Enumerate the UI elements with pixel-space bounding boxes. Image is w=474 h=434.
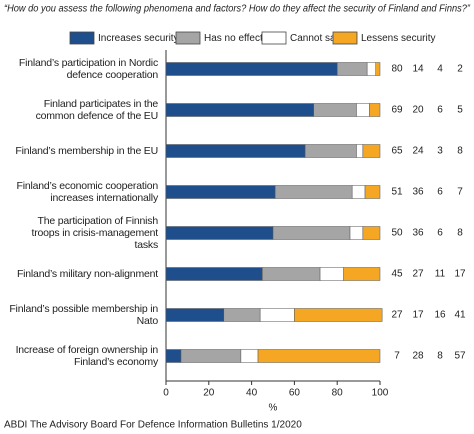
bar-segment [259,308,295,322]
value-label: 41 [454,310,466,321]
category-label: Finland’s economic cooperation increases… [16,180,159,204]
category-label: Finland’s possible membership in Nato [9,303,158,327]
bar-segment [165,349,182,363]
bar-segment [165,267,263,281]
bar-segment [165,308,225,322]
legend-label: Increases security [98,33,179,44]
value-label: 80 [391,64,403,75]
legend-label: Lessens security [361,33,435,44]
value-label: 65 [391,146,403,157]
value-label: 3 [437,146,443,157]
bar-segment [366,62,376,76]
x-tick-label: 20 [203,388,215,399]
value-label: 6 [437,228,443,239]
x-axis-label: % [269,403,278,414]
value-label: 36 [412,228,424,239]
legend-label: Has no effect [204,33,263,44]
legend-swatch [175,31,201,45]
bar-segment [262,267,321,281]
value-label: 50 [391,228,403,239]
bar-segment [272,226,351,240]
value-label: 27 [391,310,403,321]
bar-segment [375,62,381,76]
value-label: 20 [412,105,424,116]
value-label: 69 [391,105,403,116]
value-label: 6 [437,187,443,198]
bar-segment [294,308,383,322]
chart-title: “How do you assess the following phenome… [4,4,471,15]
bar-segment [257,349,381,363]
value-label: 17 [412,310,424,321]
value-label: 5 [457,105,463,116]
bar-segment [165,144,306,158]
value-label: 45 [391,269,403,280]
category-label: Finland’s military non-alignment [16,268,158,280]
bar-segment [364,185,381,199]
category-label: Finland’s membership in the EU [15,145,158,157]
bar-segment [351,185,366,199]
bar-segment [304,144,357,158]
value-label: 11 [435,269,446,280]
x-tick-label: 0 [163,388,169,399]
bar-segment [343,267,381,281]
value-label: 28 [412,351,424,362]
bar-segment [362,226,381,240]
bar-segment [356,103,370,117]
category-label: Finland’s participation in Nordic defenc… [18,57,158,81]
value-label: 16 [434,310,446,321]
value-label: 8 [457,146,463,157]
value-label: 27 [412,269,424,280]
value-label: 2 [457,64,463,75]
bar-segment [180,349,242,363]
value-label: 36 [412,187,424,198]
bar-segment [165,62,338,76]
x-tick-label: 100 [372,388,389,399]
value-label: 8 [437,351,443,362]
value-label: 17 [454,269,466,280]
bar-segment [362,144,381,158]
x-tick-label: 40 [246,388,258,399]
category-label: Finland participates in the common defen… [35,98,159,122]
bar-segment [240,349,259,363]
bar-segment [349,226,364,240]
x-tick-label: 60 [289,388,301,399]
bar-segment [165,103,314,117]
x-tick-label: 80 [332,388,344,399]
value-label: 57 [454,351,466,362]
footer: ABDI The Advisory Board For Defence Info… [4,420,302,431]
bar-segment [356,144,364,158]
bar-segment [223,308,261,322]
value-label: 7 [457,187,463,198]
value-label: 24 [412,146,424,157]
bar-segment [313,103,357,117]
value-label: 7 [394,351,400,362]
bar-segment [165,185,276,199]
value-label: 6 [437,105,443,116]
bar-segment [336,62,368,76]
legend-swatch [69,31,95,45]
legend-swatch [261,31,287,45]
legend-swatch [332,31,358,45]
value-label: 14 [412,64,424,75]
bar-segment [319,267,344,281]
bar-segment [165,226,274,240]
value-label: 4 [437,64,443,75]
value-label: 8 [457,228,463,239]
category-label: Increase of foreign ownership in Finland… [15,344,159,368]
legend-label: Cannot say [290,33,341,44]
category-label: The participation of Finnish troops in c… [31,215,159,251]
bar-segment [369,103,381,117]
value-label: 51 [391,187,403,198]
bar-segment [274,185,353,199]
